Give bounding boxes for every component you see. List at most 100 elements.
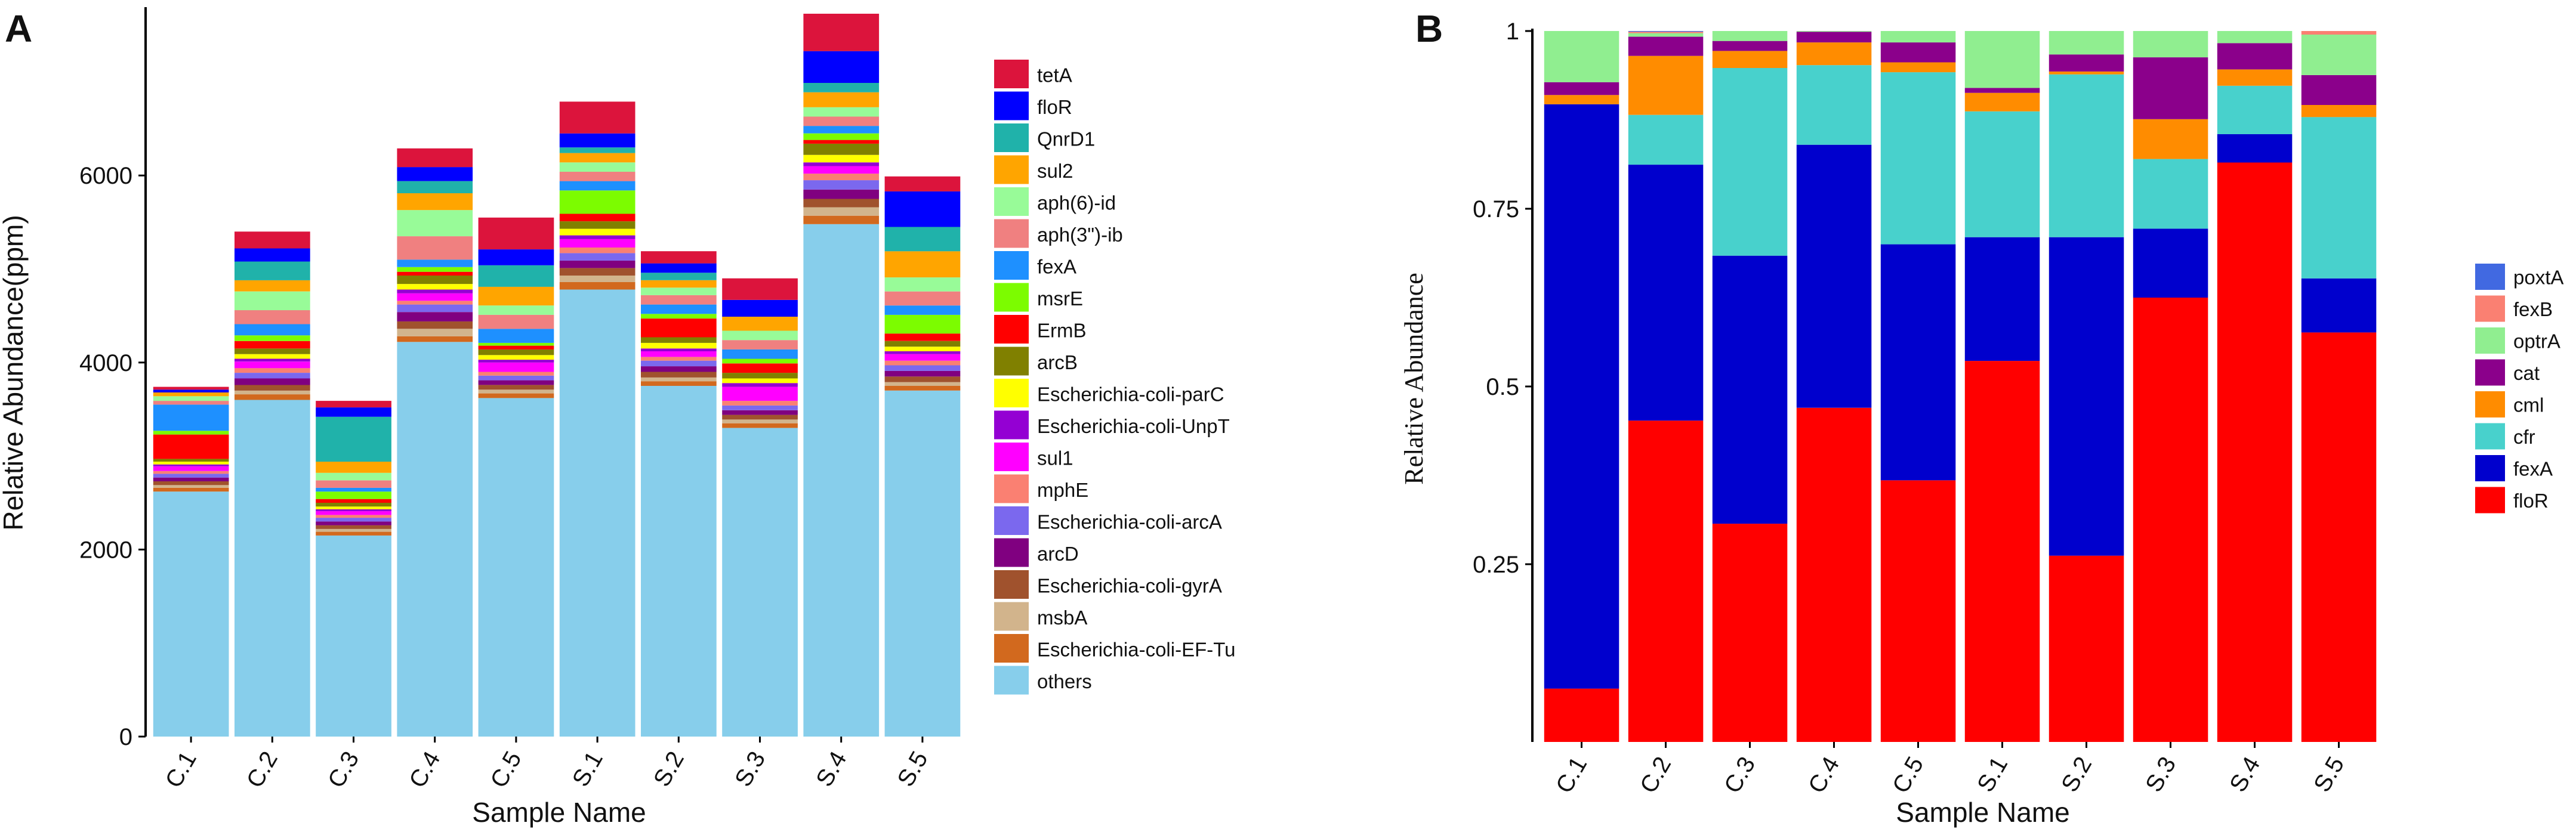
bar-segment-c-5-escherichia-coli-gyra bbox=[479, 385, 554, 390]
bar-segment-s-5-fexb bbox=[2302, 31, 2377, 35]
bar-segment-c-1-msba bbox=[153, 485, 229, 488]
bar-segment-c-4-teta bbox=[397, 149, 473, 167]
bar-segment-s-4-ermb bbox=[803, 140, 879, 144]
bar-segment-c-3-sul2 bbox=[316, 462, 391, 473]
bar-segment-c-4-escherichia-coli-arca bbox=[397, 305, 473, 312]
legend-label-flor: floR bbox=[2513, 490, 2549, 512]
legend-swatch-sul1 bbox=[994, 443, 1029, 471]
bar-segment-s-5-optra bbox=[2302, 35, 2377, 75]
bar-segment-c-3-fexa bbox=[316, 488, 391, 491]
bar-segment-c-3-escherichia-coli-arca bbox=[316, 518, 391, 521]
bar-segment-c-5-cml bbox=[1881, 62, 1956, 72]
bar-segment-c-2-cat bbox=[1628, 37, 1704, 56]
panel-a-x-ticks: C.1 C.2 C.3 C.4 C.5 S.1 S.2 S.3 S.4 S.5 bbox=[161, 737, 933, 792]
bar-segment-s-4-escherichia-coli-parc bbox=[803, 155, 879, 163]
bar-segment-c-5-fexa bbox=[479, 329, 554, 343]
bar-segment-s-4-msba bbox=[803, 208, 879, 216]
bar-segment-c-2-mphe bbox=[235, 368, 310, 373]
y-tick-label-2000: 2000 bbox=[79, 537, 132, 563]
legend-swatch-escherichia-coli-gyra bbox=[994, 570, 1029, 599]
bar-segment-s-5-mphe bbox=[885, 361, 961, 366]
bar-segment-c-1-cml bbox=[1544, 95, 1619, 104]
bar-segment-c-1-arcb bbox=[153, 459, 229, 462]
bar-segment-c-2-escherichia-coli-ef-tu bbox=[235, 394, 310, 400]
bar-segment-s-5-flor bbox=[885, 191, 961, 227]
bar-segment-s-5-sul1 bbox=[885, 354, 961, 361]
bar-segment-c-1-mphe bbox=[153, 471, 229, 474]
bar-segment-s-5-aph-6-id bbox=[885, 277, 961, 292]
bar-segment-c-4-flor bbox=[397, 167, 473, 181]
bar-segment-s-3-arcb bbox=[722, 373, 798, 378]
legend-label-qnrd1: QnrD1 bbox=[1037, 128, 1095, 150]
bar-segment-c-2-poxta bbox=[1628, 31, 1704, 32]
bar-segment-c-1-escherichia-coli-unpt bbox=[153, 465, 229, 466]
bar-segment-c-3-flor bbox=[316, 407, 391, 417]
bar-segment-s-5-fexa bbox=[885, 305, 961, 315]
bar-segment-s-3-escherichia-coli-arca bbox=[722, 406, 798, 410]
bar-segment-c-5-aph-6-id bbox=[479, 305, 554, 315]
bar-segment-s-5-fexa bbox=[2302, 279, 2377, 333]
bar-segment-s-1-aph-6-id bbox=[560, 162, 635, 172]
legend-swatch-others bbox=[994, 666, 1029, 695]
x-tick-label-c-2: C.2 bbox=[242, 747, 283, 793]
bar-segment-c-2-aph-3-ib bbox=[235, 310, 310, 324]
bar-segment-s-4-msre bbox=[803, 134, 879, 140]
bar-segment-s-4-cfr bbox=[2217, 86, 2293, 134]
bar-segment-c-1-escherichia-coli-parc bbox=[153, 462, 229, 465]
legend-swatch-escherichia-coli-unpt bbox=[994, 411, 1029, 440]
x-tick-label-c-5: C.5 bbox=[485, 747, 526, 793]
legend-label-fexb: fexB bbox=[2513, 298, 2553, 320]
legend-label-cml: cml bbox=[2513, 394, 2544, 416]
bar-segment-s-2-ermb bbox=[641, 318, 717, 337]
bar-segment-s-2-cfr bbox=[2049, 75, 2124, 237]
bar-segment-s-2-optra bbox=[2049, 31, 2124, 54]
bar-segment-c-3-cfr bbox=[1713, 68, 1788, 256]
legend-label-fexa: fexA bbox=[2513, 457, 2553, 480]
legend-label-optra: optrA bbox=[2513, 330, 2560, 352]
bar-segment-s-4-escherichia-coli-ef-tu bbox=[803, 216, 879, 224]
bar-segment-s-5-sul2 bbox=[885, 251, 961, 277]
bar-segment-c-2-arcd bbox=[235, 379, 310, 385]
bar-segment-s-2-teta bbox=[641, 251, 717, 263]
bar-segment-c-3-escherichia-coli-gyra bbox=[316, 525, 391, 529]
legend-swatch-escherichia-coli-parc bbox=[994, 379, 1029, 407]
bar-segment-c-4-ermb bbox=[397, 272, 473, 276]
bar-segment-s-4-arcd bbox=[803, 190, 879, 199]
legend-swatch-escherichia-coli-arca bbox=[994, 506, 1029, 535]
bar-segment-s-3-fexa bbox=[722, 349, 798, 359]
legend-swatch-arcb bbox=[994, 347, 1029, 376]
bar-segment-s-2-others bbox=[641, 386, 717, 737]
legend-label-flor: floR bbox=[1037, 96, 1072, 118]
bar-segment-s-3-optra bbox=[2133, 31, 2208, 57]
legend-label-sul1: sul1 bbox=[1037, 447, 1073, 469]
legend-swatch-sul2 bbox=[994, 156, 1029, 184]
x-tick-label-s-4: S.4 bbox=[811, 747, 852, 791]
x-tick-label-s-1: S.1 bbox=[567, 747, 608, 791]
bar-segment-c-4-aph-3-ib bbox=[397, 236, 473, 259]
legend-swatch-teta bbox=[994, 60, 1029, 88]
bar-segment-s-1-aph-3-ib bbox=[560, 172, 635, 181]
legend-label-arcd: arcD bbox=[1037, 543, 1079, 565]
bar-segment-c-5-aph-3-ib bbox=[479, 315, 554, 329]
legend-swatch-aph-3-ib bbox=[994, 219, 1029, 248]
legend-swatch-fexa bbox=[2475, 455, 2505, 481]
bar-segment-c-2-flor bbox=[1628, 420, 1704, 742]
bar-segment-c-4-msba bbox=[397, 329, 473, 336]
bar-segment-s-1-escherichia-coli-unpt bbox=[560, 236, 635, 239]
bar-segment-s-5-escherichia-coli-ef-tu bbox=[885, 386, 961, 391]
bar-segment-s-4-escherichia-coli-arca bbox=[803, 180, 879, 190]
bar-segment-c-3-qnrd1 bbox=[316, 417, 391, 462]
x-tick-label-s-4: S.4 bbox=[2225, 753, 2265, 797]
panel-b-x-ticks: C.1 C.2 C.3 C.4 C.5 S.1 S.2 S.3 S.4 S.5 bbox=[1551, 742, 2349, 797]
bar-segment-s-3-fexa bbox=[2133, 228, 2208, 298]
x-tick-label-c-3: C.3 bbox=[1719, 753, 1760, 798]
bar-segment-c-1-escherichia-coli-arca bbox=[153, 474, 229, 477]
bar-segment-c-4-escherichia-coli-parc bbox=[397, 284, 473, 289]
bar-segment-c-5-fexa bbox=[1881, 245, 1956, 481]
legend-label-others: others bbox=[1037, 670, 1092, 692]
bar-segment-s-4-fexa bbox=[2217, 134, 2293, 163]
panel-a-y-axis-title: Relative Abundance(ppm) bbox=[0, 215, 29, 530]
bar-segment-c-4-cfr bbox=[1797, 65, 1872, 145]
bar-segment-s-2-flor bbox=[641, 264, 717, 273]
x-tick-label-c-1: C.1 bbox=[161, 747, 202, 793]
